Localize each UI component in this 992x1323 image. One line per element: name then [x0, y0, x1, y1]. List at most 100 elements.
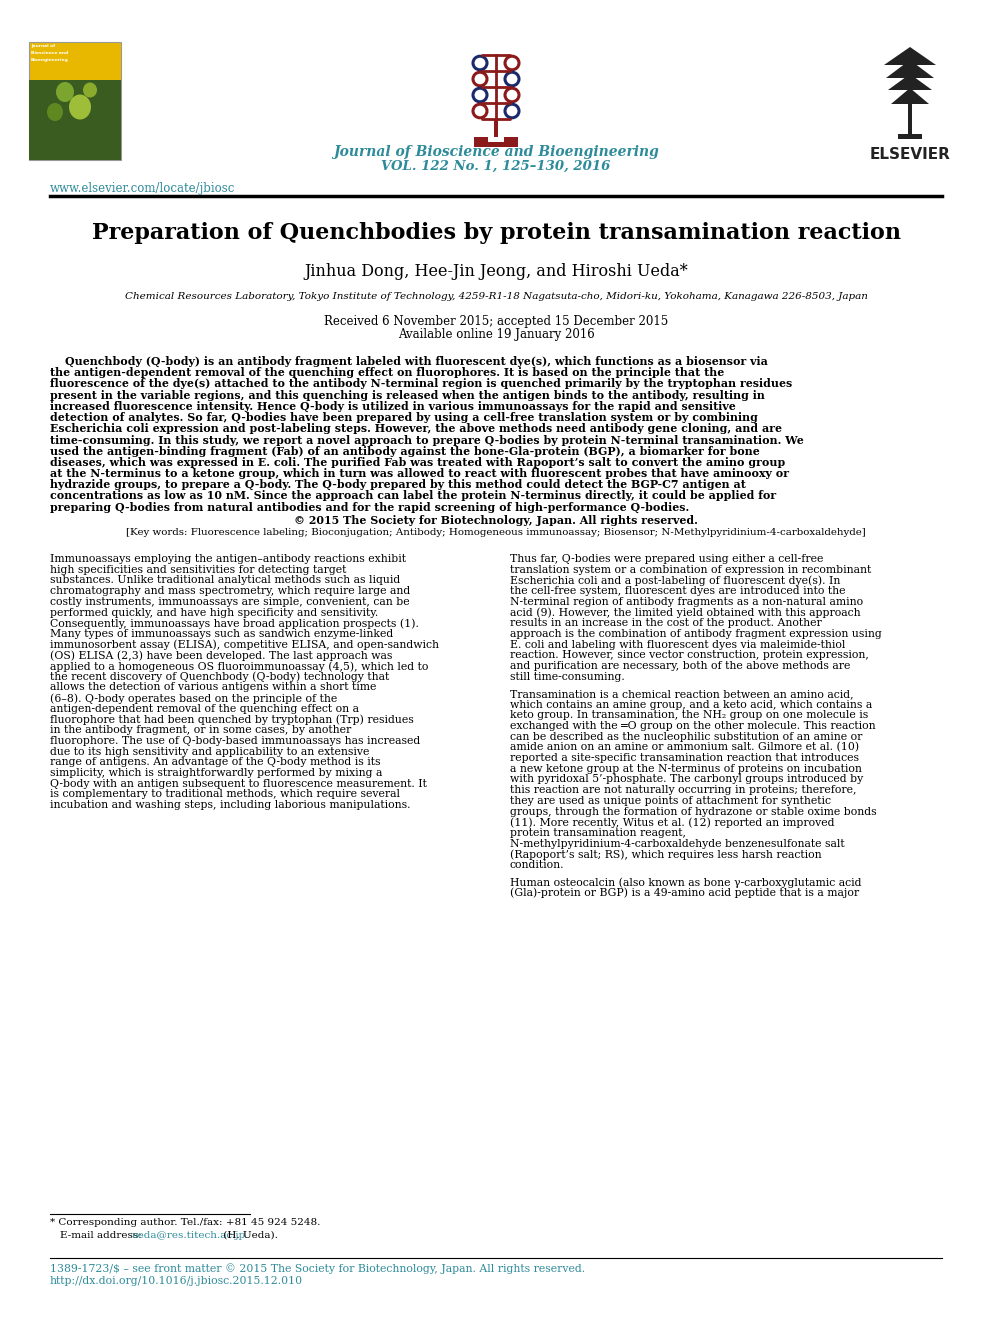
Text: Preparation of Quenchbodies by protein transamination reaction: Preparation of Quenchbodies by protein t… [91, 222, 901, 243]
Text: antigen-dependent removal of the quenching effect on a: antigen-dependent removal of the quenchi… [50, 704, 359, 714]
Text: Chemical Resources Laboratory, Tokyo Institute of Technology, 4259-R1-18 Nagatsu: Chemical Resources Laboratory, Tokyo Ins… [125, 292, 867, 302]
Text: exchanged with the ═O group on the other molecule. This reaction: exchanged with the ═O group on the other… [510, 721, 876, 730]
Text: hydrazide groups, to prepare a Q-body. The Q-body prepared by this method could : hydrazide groups, to prepare a Q-body. T… [50, 479, 746, 491]
Text: a new ketone group at the N-terminus of proteins on incubation: a new ketone group at the N-terminus of … [510, 763, 862, 774]
Polygon shape [891, 89, 929, 105]
Text: present in the variable regions, and this quenching is released when the antigen: present in the variable regions, and thi… [50, 389, 765, 401]
Text: range of antigens. An advantage of the Q-body method is its: range of antigens. An advantage of the Q… [50, 757, 381, 767]
Text: at the N-terminus to a ketone group, which in turn was allowed to react with flu: at the N-terminus to a ketone group, whi… [50, 468, 789, 479]
Text: (6–8). Q-body operates based on the principle of the: (6–8). Q-body operates based on the prin… [50, 693, 337, 704]
Text: Available online 19 January 2016: Available online 19 January 2016 [398, 328, 594, 341]
Polygon shape [884, 48, 936, 65]
Text: condition.: condition. [510, 860, 564, 871]
Text: Transamination is a chemical reaction between an amino acid,: Transamination is a chemical reaction be… [510, 689, 854, 699]
Bar [474, 138, 518, 147]
Ellipse shape [47, 103, 63, 120]
Text: diseases, which was expressed in E. coli. The purified Fab was treated with Rapo: diseases, which was expressed in E. coli… [50, 456, 786, 468]
Text: acid (9). However, the limited yield obtained with this approach: acid (9). However, the limited yield obt… [510, 607, 861, 618]
Polygon shape [888, 74, 932, 90]
Text: Thus far, Q-bodies were prepared using either a cell-free: Thus far, Q-bodies were prepared using e… [510, 554, 823, 564]
Ellipse shape [56, 82, 74, 102]
Text: performed quickly, and have high specificity and sensitivity.: performed quickly, and have high specifi… [50, 607, 378, 618]
Text: is complementary to traditional methods, which require several: is complementary to traditional methods,… [50, 790, 400, 799]
Text: protein transamination reagent,: protein transamination reagent, [510, 828, 686, 837]
Text: © 2015 The Society for Biotechnology, Japan. All rights reserved.: © 2015 The Society for Biotechnology, Ja… [294, 515, 698, 525]
Bar [898, 134, 922, 139]
Text: VOL. 122 No. 1, 125–130, 2016: VOL. 122 No. 1, 125–130, 2016 [381, 160, 611, 173]
Text: (11). More recently, Witus et al. (12) reported an improved: (11). More recently, Witus et al. (12) r… [510, 818, 834, 828]
Text: Consequently, immunoassays have broad application prospects (1).: Consequently, immunoassays have broad ap… [50, 618, 419, 628]
Text: the cell-free system, fluorescent dyes are introduced into the: the cell-free system, fluorescent dyes a… [510, 586, 845, 597]
Text: Bioscience and: Bioscience and [31, 52, 68, 56]
Text: www.elsevier.com/locate/jbiosc: www.elsevier.com/locate/jbiosc [50, 183, 235, 194]
Text: reported a site-specific transamination reaction that introduces: reported a site-specific transamination … [510, 753, 859, 763]
Text: still time-consuming.: still time-consuming. [510, 672, 625, 681]
Text: applied to a homogeneous OS fluoroimmunoassay (4,5), which led to: applied to a homogeneous OS fluoroimmuno… [50, 662, 429, 672]
Text: Q-body with an antigen subsequent to fluorescence measurement. It: Q-body with an antigen subsequent to flu… [50, 779, 427, 789]
Text: high specificities and sensitivities for detecting target: high specificities and sensitivities for… [50, 565, 346, 574]
Text: detection of analytes. So far, Q-bodies have been prepared by using a cell-free : detection of analytes. So far, Q-bodies … [50, 411, 758, 423]
Text: keto group. In transamination, the NH₂ group on one molecule is: keto group. In transamination, the NH₂ g… [510, 710, 868, 720]
Text: substances. Unlike traditional analytical methods such as liquid: substances. Unlike traditional analytica… [50, 576, 400, 585]
Text: translation system or a combination of expression in recombinant: translation system or a combination of e… [510, 565, 871, 574]
Text: and purification are necessary, both of the above methods are: and purification are necessary, both of … [510, 662, 850, 671]
Text: due to its high sensitivity and applicability to an extensive: due to its high sensitivity and applicab… [50, 746, 369, 757]
Text: this reaction are not naturally occurring in proteins; therefore,: this reaction are not naturally occurrin… [510, 785, 856, 795]
Bar [494, 119, 498, 142]
Text: Jinhua Dong, Hee-Jin Jeong, and Hiroshi Ueda*: Jinhua Dong, Hee-Jin Jeong, and Hiroshi … [305, 263, 687, 280]
Text: results in an increase in the cost of the product. Another: results in an increase in the cost of th… [510, 618, 821, 628]
Bar [908, 102, 912, 138]
Text: Escherichia coli and a post-labeling of fluorescent dye(s). In: Escherichia coli and a post-labeling of … [510, 576, 840, 586]
Bar [29, 79, 121, 160]
Text: with pyridoxal 5’-phosphate. The carbonyl groups introduced by: with pyridoxal 5’-phosphate. The carbony… [510, 774, 863, 785]
Text: (OS) ELISA (2,3) have been developed. The last approach was: (OS) ELISA (2,3) have been developed. Th… [50, 651, 393, 662]
Text: Immunoassays employing the antigen–antibody reactions exhibit: Immunoassays employing the antigen–antib… [50, 554, 406, 564]
Text: (H. Ueda).: (H. Ueda). [220, 1230, 278, 1240]
Text: Journal of Bioscience and Bioengineering: Journal of Bioscience and Bioengineering [333, 146, 659, 159]
Text: 1389-1723/$ – see front matter © 2015 The Society for Biotechnology, Japan. All : 1389-1723/$ – see front matter © 2015 Th… [50, 1263, 585, 1274]
Text: increased fluorescence intensity. Hence Q-body is utilized in various immunoassa: increased fluorescence intensity. Hence … [50, 401, 736, 411]
Text: incubation and washing steps, including laborious manipulations.: incubation and washing steps, including … [50, 800, 411, 810]
Ellipse shape [69, 94, 91, 119]
Text: ueda@res.titech.ac.jp: ueda@res.titech.ac.jp [132, 1230, 246, 1240]
Text: Received 6 November 2015; accepted 15 December 2015: Received 6 November 2015; accepted 15 De… [323, 315, 669, 328]
Text: approach is the combination of antibody fragment expression using: approach is the combination of antibody … [510, 628, 882, 639]
Text: fluorescence of the dye(s) attached to the antibody N-terminal region is quenche: fluorescence of the dye(s) attached to t… [50, 378, 793, 389]
Ellipse shape [83, 82, 97, 98]
Text: E-mail address:: E-mail address: [60, 1230, 145, 1240]
Text: Bioengineering: Bioengineering [31, 58, 68, 62]
Text: preparing Q-bodies from natural antibodies and for the rapid screening of high-p: preparing Q-bodies from natural antibodi… [50, 501, 689, 513]
Text: costly instruments, immunoassays are simple, convenient, can be: costly instruments, immunoassays are sim… [50, 597, 410, 607]
Text: http://dx.doi.org/10.1016/j.jbiosc.2015.12.010: http://dx.doi.org/10.1016/j.jbiosc.2015.… [50, 1275, 304, 1286]
Text: the antigen-dependent removal of the quenching effect on fluorophores. It is bas: the antigen-dependent removal of the que… [50, 368, 724, 378]
Text: simplicity, which is straightforwardly performed by mixing a: simplicity, which is straightforwardly p… [50, 767, 382, 778]
Text: ELSEVIER: ELSEVIER [870, 147, 950, 161]
Text: immunosorbent assay (ELISA), competitive ELISA, and open-sandwich: immunosorbent assay (ELISA), competitive… [50, 639, 439, 650]
Text: can be described as the nucleophilic substitution of an amine or: can be described as the nucleophilic sub… [510, 732, 862, 742]
Text: amide anion on an amine or ammonium salt. Gilmore et al. (10): amide anion on an amine or ammonium salt… [510, 742, 859, 753]
Text: time-consuming. In this study, we report a novel approach to prepare Q-bodies by: time-consuming. In this study, we report… [50, 434, 804, 446]
Text: Human osteocalcin (also known as bone γ-carboxyglutamic acid: Human osteocalcin (also known as bone γ-… [510, 877, 861, 888]
Text: fluorophore that had been quenched by tryptophan (Trp) residues: fluorophore that had been quenched by tr… [50, 714, 414, 725]
Text: Escherichia coli expression and post-labeling steps. However, the above methods : Escherichia coli expression and post-lab… [50, 423, 782, 434]
Text: (Gla)-protein or BGP) is a 49-amino acid peptide that is a major: (Gla)-protein or BGP) is a 49-amino acid… [510, 888, 859, 898]
Text: the recent discovery of Quenchbody (Q-body) technology that: the recent discovery of Quenchbody (Q-bo… [50, 672, 389, 683]
Text: groups, through the formation of hydrazone or stable oxime bonds: groups, through the formation of hydrazo… [510, 807, 877, 816]
Polygon shape [886, 60, 934, 78]
Text: in the antibody fragment, or in some cases, by another: in the antibody fragment, or in some cas… [50, 725, 351, 736]
Text: N-terminal region of antibody fragments as a non-natural amino: N-terminal region of antibody fragments … [510, 597, 863, 607]
Text: concentrations as low as 10 nM. Since the approach can label the protein N-termi: concentrations as low as 10 nM. Since th… [50, 491, 776, 501]
Bar [29, 42, 121, 160]
Text: Quenchbody (Q-body) is an antibody fragment labeled with fluorescent dye(s), whi: Quenchbody (Q-body) is an antibody fragm… [65, 356, 768, 368]
Text: Many types of immunoassays such as sandwich enzyme-linked: Many types of immunoassays such as sandw… [50, 628, 393, 639]
Text: allows the detection of various antigens within a short time: allows the detection of various antigens… [50, 683, 376, 692]
Text: fluorophore. The use of Q-body-based immunoassays has increased: fluorophore. The use of Q-body-based imm… [50, 736, 421, 746]
Text: (Rapoport’s salt; RS), which requires less harsh reaction: (Rapoport’s salt; RS), which requires le… [510, 849, 821, 860]
Text: * Corresponding author. Tel./fax: +81 45 924 5248.: * Corresponding author. Tel./fax: +81 45… [50, 1218, 320, 1226]
Text: which contains an amine group, and a keto acid, which contains a: which contains an amine group, and a ket… [510, 700, 872, 709]
Text: chromatography and mass spectrometry, which require large and: chromatography and mass spectrometry, wh… [50, 586, 411, 597]
Text: N-methylpyridinium-4-carboxaldehyde benzenesulfonate salt: N-methylpyridinium-4-carboxaldehyde benz… [510, 839, 844, 848]
Text: E. coli and labeling with fluorescent dyes via maleimide-thiol: E. coli and labeling with fluorescent dy… [510, 639, 845, 650]
Text: Journal of: Journal of [31, 44, 56, 48]
Text: used the antigen-binding fragment (Fab) of an antibody against the bone-Gla-prot: used the antigen-binding fragment (Fab) … [50, 446, 760, 456]
